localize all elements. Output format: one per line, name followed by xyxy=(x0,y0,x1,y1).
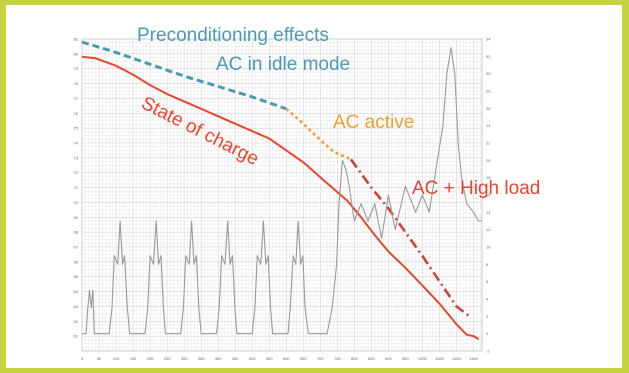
y-left-tick-label: 71 xyxy=(74,185,79,190)
y-left-tick-label: 66 xyxy=(74,259,79,264)
y-left-tick-label: 68 xyxy=(74,230,79,235)
y-right-tick-label: 24 xyxy=(486,123,491,128)
x-tick-label: 900 xyxy=(385,356,392,361)
chart-lines xyxy=(81,40,482,340)
y-left-tick-label: 69 xyxy=(74,215,79,220)
y-right-tick-label: 14 xyxy=(486,210,491,215)
x-tick-label: 1000 xyxy=(418,356,428,361)
y-right-tick-label: 26 xyxy=(486,106,491,111)
x-tick-label: 250 xyxy=(164,356,171,361)
annotation-preconditioning: Preconditioning effects xyxy=(137,25,329,46)
series-load xyxy=(82,47,482,335)
y-left-tick-label: 61 xyxy=(74,334,79,339)
y-left-tick-label: 80 xyxy=(74,51,79,56)
y-left-tick-label: 72 xyxy=(74,170,79,175)
x-tick-label: 600 xyxy=(283,356,290,361)
y-right-tick-label: 0 xyxy=(486,331,489,336)
x-tick-label: 750 xyxy=(334,356,341,361)
y-left-tick-label: 79 xyxy=(74,66,79,71)
y-right-tick-label: 12 xyxy=(486,227,491,232)
y-right-tick-label: 32 xyxy=(486,54,491,59)
y-left-tick-label: 70 xyxy=(74,200,79,205)
annotation-ac-idle: AC in idle mode xyxy=(216,54,350,75)
y-left-tick-label: 65 xyxy=(74,274,79,279)
y-right-tick-label: 18 xyxy=(486,175,491,180)
x-tick-label: 450 xyxy=(232,356,239,361)
y-right-tick-label: 22 xyxy=(486,141,491,146)
x-tick-label: 700 xyxy=(317,356,324,361)
x-tick-label: 400 xyxy=(215,356,222,361)
series-ac-high-load xyxy=(349,158,471,318)
y-right-tick-label: 6 xyxy=(486,279,489,284)
chart: 0 50 100 150 200 250 300 350 400 450 500 550 600 650 7… xyxy=(74,25,541,362)
y-right-tick-label: 8 xyxy=(486,262,489,267)
x-tick-label: 850 xyxy=(368,356,375,361)
y-right-tick-label: 4 xyxy=(486,297,489,302)
y-left-tick-label: 76 xyxy=(74,111,79,116)
x-tick-label: 100 xyxy=(113,356,120,361)
annotation-ac-active: AC active xyxy=(333,112,414,133)
x-tick-label: 200 xyxy=(147,356,154,361)
x-tick-label: 350 xyxy=(198,356,205,361)
y-right-tick-label: 2 xyxy=(486,314,489,319)
y-left-tick-label: 67 xyxy=(74,245,79,250)
x-tick-label: 500 xyxy=(249,356,256,361)
y-left-tick-label: 64 xyxy=(74,289,79,294)
x-tick-label: 800 xyxy=(351,356,358,361)
y-left-tick-label: 74 xyxy=(74,141,79,146)
y-right-tick-label: 30 xyxy=(486,71,491,76)
x-tick-label: 150 xyxy=(130,356,137,361)
y-left-tick-label: 77 xyxy=(74,96,79,101)
series-preconditioning xyxy=(81,40,287,111)
x-tick-label: 1100 xyxy=(452,356,461,361)
x-tick-label: 1150 xyxy=(469,356,478,361)
y-right-tick-label: -2 xyxy=(486,349,490,354)
y-right-tick-label: 20 xyxy=(486,158,491,163)
y-left-tick-label: 75 xyxy=(74,126,79,131)
annotation-ac-high-load: AC + High load xyxy=(412,178,540,199)
chart-ticks: 0 50 100 150 200 250 300 350 400 450 500 550 600 650 7… xyxy=(74,37,492,362)
y-left-tick-label: 81 xyxy=(74,37,79,42)
y-right-tick-label: 10 xyxy=(486,245,491,250)
y-left-tick-label: 78 xyxy=(74,81,79,86)
x-tick-label: 0 xyxy=(81,356,84,361)
x-tick-label: 1050 xyxy=(435,356,445,361)
x-tick-label: 300 xyxy=(181,356,188,361)
y-left-tick-label: 73 xyxy=(74,155,79,160)
y-right-tick-label: 34 xyxy=(486,37,491,42)
chart-frame: 0 50 100 150 200 250 300 350 400 450 500 550 600 650 7… xyxy=(6,5,622,368)
x-tick-label: 550 xyxy=(266,356,273,361)
y-right-tick-label: 16 xyxy=(486,193,491,198)
y-left-tick-label: 62 xyxy=(74,319,79,324)
series-state-of-charge xyxy=(81,55,480,340)
x-tick-label: 50 xyxy=(97,356,102,361)
y-right-tick-label: 28 xyxy=(486,89,491,94)
x-tick-label: 950 xyxy=(402,356,409,361)
y-left-tick-label: 63 xyxy=(74,304,79,309)
x-tick-label: 650 xyxy=(300,356,307,361)
